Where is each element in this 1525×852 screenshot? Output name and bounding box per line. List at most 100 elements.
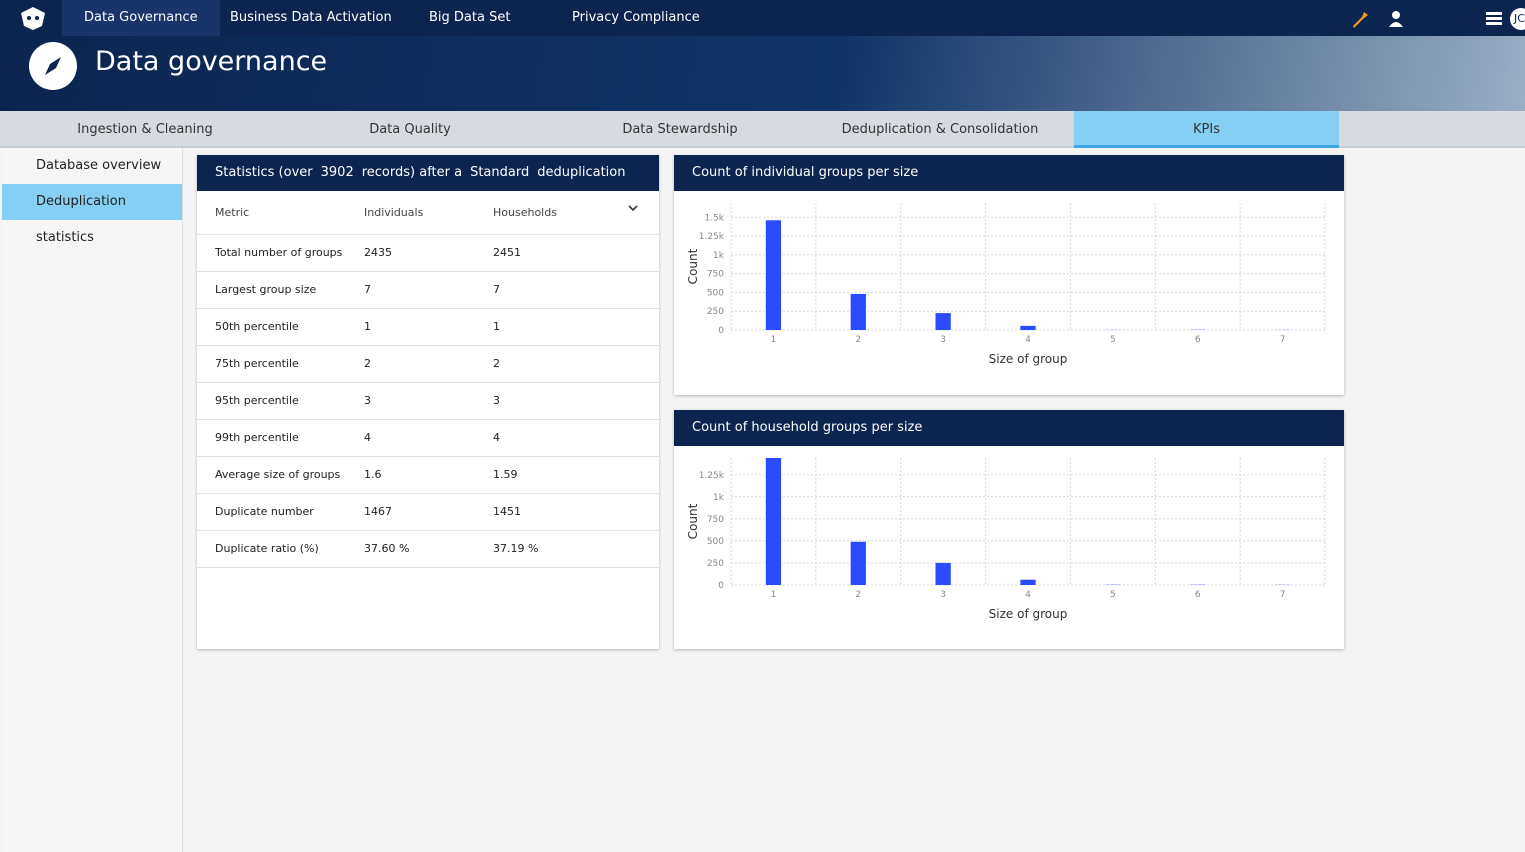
column-header: Metric	[197, 191, 364, 235]
menu-icon[interactable]	[1486, 11, 1502, 25]
table-row: Average size of groups 1.6 1.59	[197, 456, 659, 494]
table-row: Duplicate number 1467 1451	[197, 493, 659, 531]
header-part: Standard	[470, 165, 530, 180]
tab[interactable]: Deduplication & Consolidation	[841, 122, 1039, 137]
bar	[935, 313, 951, 330]
column-header: Individuals	[364, 191, 493, 235]
avatar[interactable]: JC	[1510, 8, 1525, 30]
tab[interactable]: Ingestion & Cleaning	[77, 122, 213, 137]
y-tick-label: 250	[707, 559, 724, 569]
x-axis-label: Size of group	[989, 607, 1068, 621]
stats-table: Metric Individuals Households Total number …	[197, 191, 659, 568]
y-tick-label: 1k	[713, 493, 725, 503]
y-tick-label: 1.5k	[704, 213, 724, 223]
stats-header: Statistics (over 3902 records) after a Stan…	[197, 155, 659, 191]
x-tick-label: 1	[771, 590, 777, 600]
bar	[765, 220, 782, 330]
sidebar-item[interactable]: Database overview	[36, 158, 162, 173]
sidebar: Database overview Deduplication statisti…	[2, 148, 183, 852]
tools-icon[interactable]	[1350, 9, 1370, 29]
x-tick-label: 3	[940, 590, 946, 600]
y-tick-label: 1.25k	[699, 471, 725, 481]
table-row: 50th percentile 1 1	[197, 308, 659, 346]
x-tick-label: 4	[1025, 590, 1031, 600]
y-tick-label: 750	[707, 515, 724, 525]
table-cell: 4	[493, 419, 659, 457]
table-cell: Total number of groups	[197, 234, 364, 272]
tab[interactable]: KPIs	[1074, 111, 1339, 148]
stats-card: Statistics (over 3902 records) after a Stan…	[197, 155, 659, 649]
header-part: Statistics (over	[215, 165, 313, 180]
table-cell: 7	[364, 271, 493, 309]
bar	[850, 293, 866, 330]
x-tick-label: 4	[1025, 335, 1031, 345]
bar	[850, 541, 866, 585]
table-cell: 3	[493, 382, 659, 420]
table-cell: 75th percentile	[197, 345, 364, 383]
y-tick-label: 750	[707, 270, 724, 280]
column-header: Households	[493, 191, 659, 235]
chart-title: Count of individual groups per size	[674, 155, 1344, 191]
table-row: 75th percentile 2 2	[197, 345, 659, 383]
y-axis-label: Count	[686, 248, 700, 284]
dropdown-icon[interactable]	[627, 203, 639, 213]
x-tick-label: 2	[855, 590, 861, 600]
admin-icon[interactable]	[1388, 9, 1408, 29]
tab[interactable]: Data Stewardship	[622, 122, 738, 137]
table-cell: 95th percentile	[197, 382, 364, 420]
bar	[765, 458, 782, 585]
table-cell: 1451	[493, 493, 659, 531]
x-tick-label: 7	[1280, 590, 1286, 600]
page-title: Data governance	[95, 46, 328, 77]
table-cell: 2451	[493, 234, 659, 272]
y-tick-label: 0	[718, 326, 724, 336]
chart-card: Count of individual groups per size 0 250 5…	[674, 155, 1344, 395]
tab-bar: Ingestion & Cleaning Data Quality Data S…	[0, 111, 1525, 148]
table-cell: Duplicate number	[197, 493, 364, 531]
logo	[21, 7, 45, 30]
table-cell: 1	[364, 308, 493, 346]
table-cell: 2	[493, 345, 659, 383]
page-header: Data governance	[0, 36, 1525, 111]
table-row: 99th percentile 4 4	[197, 419, 659, 457]
y-axis-label: Count	[686, 503, 700, 539]
table-cell: 2	[364, 345, 493, 383]
nav-item[interactable]: Business Data Activation	[230, 10, 392, 25]
chart-card: Count of household groups per size 0 250 50…	[674, 410, 1344, 649]
x-tick-label: 7	[1280, 335, 1286, 345]
header-part: records) after a	[361, 165, 463, 180]
nav-item[interactable]: Big Data Set	[429, 10, 511, 25]
x-tick-label: 1	[771, 335, 777, 345]
nav-item[interactable]: Data Governance	[62, 0, 220, 36]
table-row: Duplicate ratio (%) 37.60 % 37.19 %	[197, 530, 659, 568]
table-cell: 2435	[364, 234, 493, 272]
y-tick-label: 500	[707, 288, 724, 298]
top-nav: Data Governance Business Data Activation…	[0, 0, 1525, 36]
nav-item[interactable]: Privacy Compliance	[572, 10, 700, 25]
y-tick-label: 500	[707, 537, 724, 547]
table-cell: 1	[493, 308, 659, 346]
bar	[1020, 579, 1036, 585]
table-cell: 4	[364, 419, 493, 457]
chart-title: Count of household groups per size	[674, 410, 1344, 446]
x-tick-label: 6	[1195, 590, 1201, 600]
table-row: Largest group size 7 7	[197, 271, 659, 309]
table-cell: 50th percentile	[197, 308, 364, 346]
x-axis-label: Size of group	[989, 352, 1068, 366]
y-tick-label: 1k	[713, 251, 725, 261]
table-cell: Duplicate ratio (%)	[197, 530, 364, 568]
bar	[935, 562, 951, 585]
tab[interactable]: Data Quality	[369, 122, 451, 137]
table-cell: 37.60 %	[364, 530, 493, 568]
chart: 0 250 500 750 1k 1.25k 1 2 3 4 5 6 7 Size of group Cou…	[686, 458, 1326, 621]
x-tick-label: 6	[1195, 335, 1201, 345]
table-cell: 1.6	[364, 456, 493, 494]
table-cell: 1467	[364, 493, 493, 531]
table-cell: 1.59	[493, 456, 659, 494]
table-row: Total number of groups 2435 2451	[197, 234, 659, 272]
y-tick-label: 0	[718, 581, 724, 591]
table-cell: Largest group size	[197, 271, 364, 309]
sidebar-item[interactable]: Deduplication statistics	[2, 184, 182, 245]
table-cell: 37.19 %	[493, 530, 659, 568]
